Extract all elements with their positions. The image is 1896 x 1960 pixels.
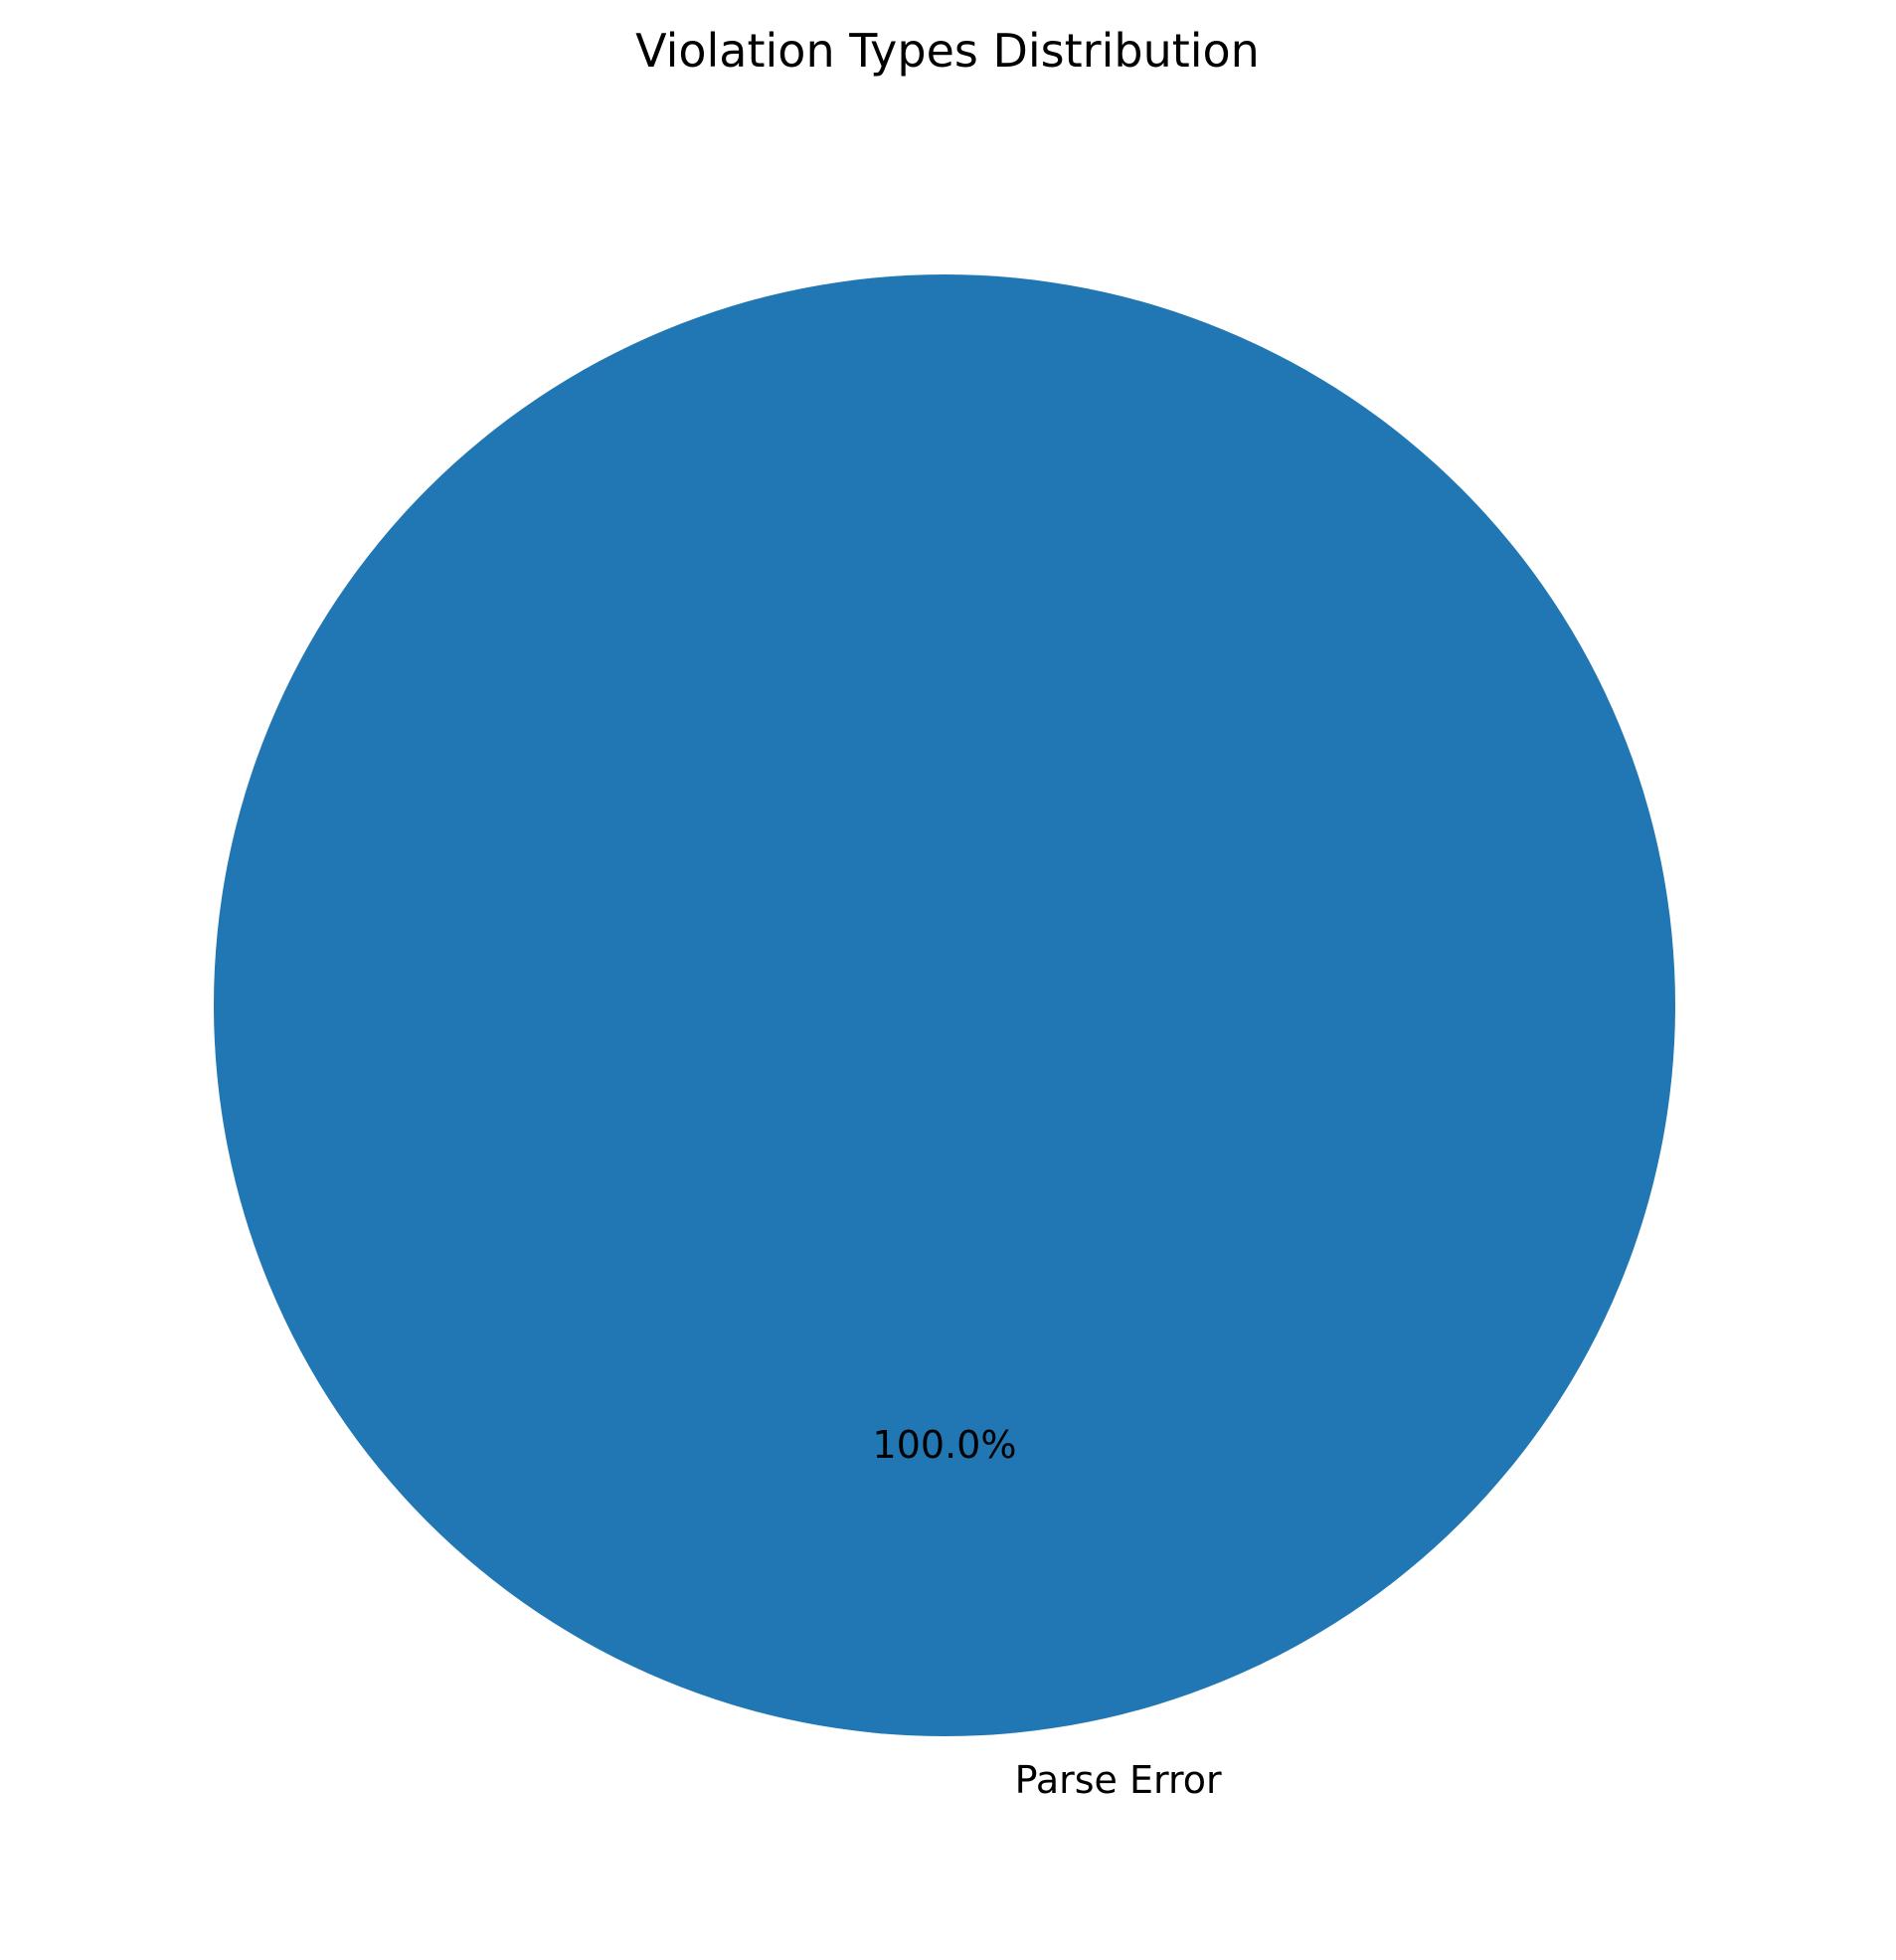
chart-title: Violation Types Distribution [635, 24, 1260, 78]
slice-label: Parse Error [1015, 1758, 1222, 1802]
pie-labels: Parse Error 100.0% [873, 1423, 1222, 1802]
pie-slices [214, 274, 1675, 1736]
pie-slice [214, 274, 1675, 1736]
percent-label: 100.0% [873, 1423, 1017, 1467]
